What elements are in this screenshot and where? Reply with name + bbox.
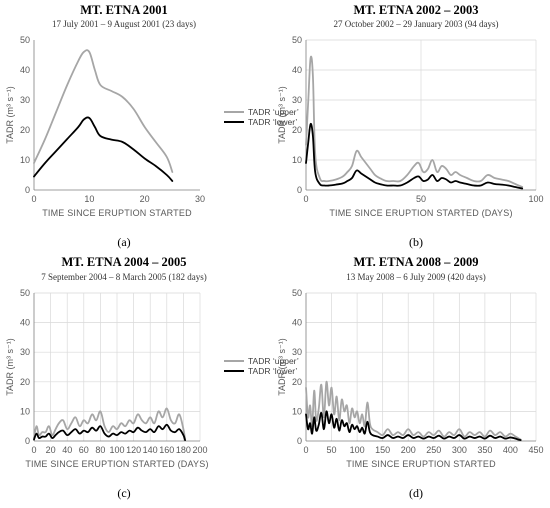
x-tick-label: 100 xyxy=(109,445,124,455)
x-tick-label: 40 xyxy=(62,445,72,455)
x-tick-label: 200 xyxy=(401,445,416,455)
y-tick-label: 40 xyxy=(292,65,302,75)
chart-panel: MT. ETNA 2001 17 July 2001 – 9 August 200… xyxy=(5,3,299,249)
x-tick-label: 120 xyxy=(126,445,141,455)
x-tick-label: 100 xyxy=(528,194,543,204)
series-line-lower xyxy=(33,116,174,182)
legend-label: TADR ‘lower’ xyxy=(248,366,297,376)
x-axis-label: TIME SINCE ERUPTION STARTED xyxy=(42,208,192,218)
x-tick-label: 20 xyxy=(140,194,150,204)
series-line-lower xyxy=(33,423,186,442)
x-tick-label: 10 xyxy=(84,194,94,204)
x-tick-label: 0 xyxy=(303,445,308,455)
chart-title: MT. ETNA 2004 – 2005 xyxy=(61,255,186,269)
y-axis-label: TADR (m³ s⁻¹) xyxy=(5,86,15,144)
y-tick-label: 0 xyxy=(297,436,302,446)
y-tick-label: 40 xyxy=(20,65,30,75)
y-tick-label: 10 xyxy=(292,155,302,165)
legend-label: TADR ‘lower’ xyxy=(248,117,297,127)
panel-label: (d) xyxy=(409,486,423,500)
x-axis-label: TIME SINCE ERUPTION STARTED xyxy=(346,459,496,469)
y-tick-label: 0 xyxy=(297,185,302,195)
x-tick-label: 20 xyxy=(46,445,56,455)
x-tick-label: 200 xyxy=(192,445,207,455)
x-tick-label: 60 xyxy=(79,445,89,455)
y-tick-label: 50 xyxy=(20,35,30,45)
chart-panel: MT. ETNA 2008 – 2009 13 May 2008 – 6 July… xyxy=(277,255,544,500)
y-axis-label: TADR (m³ s⁻¹) xyxy=(5,338,15,396)
chart-subtitle: 7 September 2004 – 8 March 2005 (182 day… xyxy=(41,272,206,282)
y-tick-label: 30 xyxy=(292,347,302,357)
panel-label: (c) xyxy=(117,486,130,500)
y-tick-label: 0 xyxy=(25,436,30,446)
series-line-upper xyxy=(305,55,524,188)
x-tick-label: 180 xyxy=(176,445,191,455)
x-tick-label: 50 xyxy=(327,445,337,455)
y-axis-label: TADR (m³ s⁻¹) xyxy=(277,338,287,396)
x-tick-label: 0 xyxy=(31,445,36,455)
chart-subtitle: 13 May 2008 – 6 July 2009 (420 days) xyxy=(346,272,486,282)
x-tick-label: 0 xyxy=(303,194,308,204)
y-tick-label: 0 xyxy=(25,185,30,195)
chart-panel: MT. ETNA 2004 – 2005 7 September 2004 – 8… xyxy=(5,255,299,500)
chart-title: MT. ETNA 2002 – 2003 xyxy=(353,3,478,17)
x-tick-label: 30 xyxy=(195,194,205,204)
x-tick-label: 160 xyxy=(159,445,174,455)
y-tick-label: 10 xyxy=(20,155,30,165)
series-line-lower xyxy=(305,410,522,442)
y-tick-label: 20 xyxy=(292,377,302,387)
y-tick-label: 30 xyxy=(20,95,30,105)
x-tick-label: 0 xyxy=(31,194,36,204)
y-axis-label: TADR (m³ s⁻¹) xyxy=(277,86,287,144)
y-tick-label: 50 xyxy=(292,35,302,45)
y-tick-label: 50 xyxy=(292,288,302,298)
y-tick-label: 20 xyxy=(20,377,30,387)
panel-label: (b) xyxy=(409,235,423,249)
x-tick-label: 250 xyxy=(426,445,441,455)
x-tick-label: 140 xyxy=(143,445,158,455)
chart-title: MT. ETNA 2001 xyxy=(80,3,168,17)
y-tick-label: 50 xyxy=(20,288,30,298)
legend-label: TADR ‘upper’ xyxy=(248,356,299,366)
y-tick-label: 40 xyxy=(20,318,30,328)
x-axis-label: TIME SINCE ERUPTION STARTED (DAYS) xyxy=(329,208,512,218)
x-tick-label: 80 xyxy=(95,445,105,455)
legend-label: TADR ‘upper’ xyxy=(248,107,299,117)
chart-panel: MT. ETNA 2002 – 2003 27 October 2002 – 29… xyxy=(277,3,544,249)
y-tick-label: 20 xyxy=(292,125,302,135)
x-tick-label: 450 xyxy=(528,445,543,455)
series-line-upper xyxy=(33,407,186,441)
chart-subtitle: 27 October 2002 – 29 January 2003 (94 da… xyxy=(334,19,499,29)
series-line-upper xyxy=(33,49,174,173)
x-tick-label: 100 xyxy=(350,445,365,455)
x-axis-label: TIME SINCE ERUPTION STARTED (DAYS) xyxy=(25,459,208,469)
y-tick-label: 40 xyxy=(292,318,302,328)
x-tick-label: 300 xyxy=(452,445,467,455)
x-tick-label: 350 xyxy=(477,445,492,455)
panel-label: (a) xyxy=(117,235,130,249)
series-line-upper xyxy=(305,380,522,441)
series-line-lower xyxy=(305,122,524,190)
y-tick-label: 20 xyxy=(20,125,30,135)
chart-title: MT. ETNA 2008 – 2009 xyxy=(353,255,478,269)
y-tick-label: 30 xyxy=(20,347,30,357)
x-tick-label: 400 xyxy=(503,445,518,455)
chart-subtitle: 17 July 2001 – 9 August 2001 (23 days) xyxy=(52,19,196,29)
x-tick-label: 50 xyxy=(416,194,426,204)
y-tick-label: 10 xyxy=(20,406,30,416)
y-tick-label: 10 xyxy=(292,406,302,416)
y-tick-label: 30 xyxy=(292,95,302,105)
x-tick-label: 150 xyxy=(375,445,390,455)
